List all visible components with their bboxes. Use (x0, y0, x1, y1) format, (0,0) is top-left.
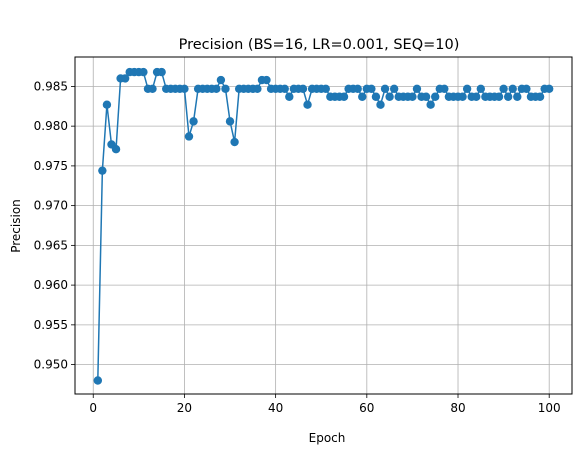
x-axis-label: Epoch (309, 431, 346, 445)
y-tick-label: 0.965 (34, 238, 68, 252)
data-point (389, 84, 399, 93)
data-point (262, 75, 271, 85)
data-point (358, 92, 367, 101)
data-point (212, 84, 221, 93)
data-point (535, 92, 545, 101)
data-point (353, 84, 362, 93)
data-point (472, 92, 481, 101)
data-point (440, 84, 449, 93)
data-point (412, 84, 422, 93)
data-point (180, 84, 189, 93)
data-point (499, 84, 508, 93)
data-point (339, 92, 349, 101)
data-point (225, 117, 235, 126)
data-point (380, 84, 390, 93)
x-tick-label: 60 (359, 401, 374, 415)
plot-frame (74, 56, 573, 395)
x-tick-label: 100 (538, 401, 561, 415)
data-point (385, 92, 394, 101)
data-point (508, 84, 517, 93)
data-point (431, 92, 440, 101)
y-tick-label: 0.975 (34, 159, 68, 173)
data-point (476, 84, 486, 93)
y-tick-label: 0.955 (34, 318, 68, 332)
precision-series (93, 67, 554, 385)
data-point (280, 84, 289, 93)
data-point (230, 137, 239, 147)
data-point (494, 92, 504, 101)
y-tick-label: 0.960 (34, 278, 68, 292)
data-point (545, 84, 554, 93)
data-point (303, 100, 312, 109)
data-point (421, 92, 431, 101)
data-point (120, 74, 130, 83)
data-point (189, 117, 198, 126)
data-point (184, 132, 194, 141)
data-point (148, 84, 157, 93)
data-point (221, 84, 230, 93)
data-point (285, 92, 294, 101)
data-point (111, 145, 121, 154)
data-point (522, 84, 531, 93)
data-point (253, 84, 262, 93)
y-axis-label: Precision (9, 199, 23, 253)
data-point (98, 166, 107, 175)
data-point (216, 75, 226, 85)
x-axis-ticks: 0 20 40 60 80 100 (89, 394, 561, 415)
data-point (157, 67, 166, 77)
data-point (371, 92, 381, 101)
x-tick-label: 40 (268, 401, 283, 415)
data-point (102, 100, 112, 109)
data-point (408, 92, 417, 101)
y-axis-ticks: 0.950 0.955 0.960 0.965 0.970 0.975 0.980 0.985 (34, 79, 75, 372)
y-tick-label: 0.980 (34, 119, 68, 133)
x-tick-label: 0 (89, 401, 97, 415)
chart-title: Precision (BS=16, LR=0.001, SEQ=10) (179, 37, 460, 53)
data-point (458, 92, 467, 101)
x-tick-label: 80 (450, 401, 465, 415)
y-tick-label: 0.970 (34, 199, 68, 213)
data-point (367, 84, 376, 93)
data-point (376, 100, 385, 109)
x-tick-label: 20 (177, 401, 192, 415)
data-point (298, 84, 308, 93)
data-point (93, 376, 103, 385)
data-point (513, 92, 522, 101)
data-point (139, 67, 148, 77)
data-point (462, 84, 472, 93)
y-tick-label: 0.985 (34, 79, 68, 93)
y-tick-label: 0.950 (34, 358, 68, 372)
data-point (503, 92, 513, 101)
data-point (321, 84, 330, 93)
data-point (426, 100, 435, 109)
